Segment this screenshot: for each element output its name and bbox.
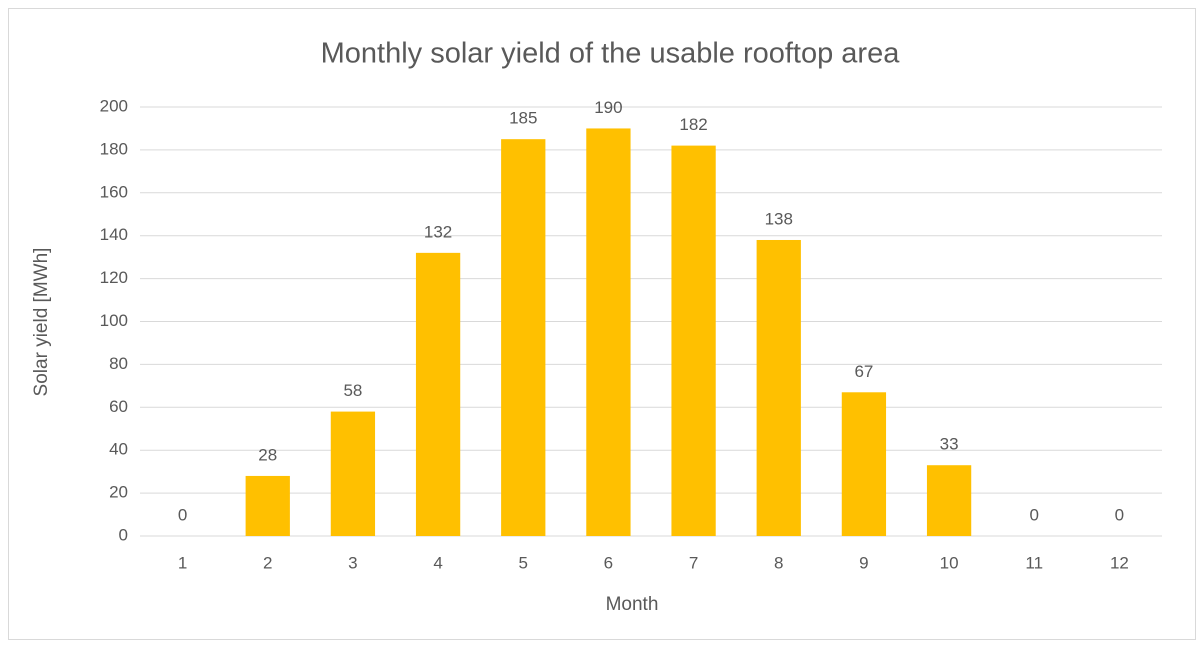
bar [841,392,887,536]
y-tick-label: 40 [109,440,128,459]
data-label: 33 [940,435,959,454]
bar [330,411,376,536]
x-tick-label: 5 [519,553,528,572]
data-label: 185 [509,109,537,128]
data-label: 132 [424,222,452,241]
bar [501,139,546,537]
data-label: 138 [765,209,793,228]
chart-title: Monthly solar yield of the usable roofto… [321,38,901,70]
bar [245,475,290,536]
data-label: 190 [594,98,622,117]
y-tick-label: 20 [109,483,128,502]
x-axis-label: Month [606,594,659,615]
y-tick-label: 180 [100,139,128,158]
y-tick-label: 80 [109,354,128,373]
data-label: 0 [178,505,187,524]
data-label: 28 [258,445,277,464]
bar [926,465,972,536]
data-label: 67 [854,362,873,381]
x-tick-label: 7 [689,553,698,572]
x-tick-label: 4 [433,553,442,572]
y-tick-label: 100 [100,311,128,330]
bar [586,128,631,536]
y-tick-label: 140 [100,225,128,244]
x-tick-label: 11 [1025,553,1043,572]
x-tick-label: 6 [604,553,613,572]
x-tick-label: 10 [940,553,959,572]
x-tick-label: 9 [859,553,868,572]
x-tick-label: 12 [1110,553,1129,572]
x-tick-label: 8 [774,553,783,572]
bar [415,252,461,537]
bar [671,145,716,537]
y-tick-label: 60 [109,397,128,416]
bar [756,239,801,537]
y-tick-label: 120 [100,268,128,287]
y-tick-label: 200 [100,96,128,115]
x-tick-label: 1 [178,553,187,572]
y-tick-label: 160 [100,182,128,201]
x-tick-label: 3 [348,553,357,572]
y-tick-label: 0 [119,525,128,544]
data-label: 0 [1115,505,1124,524]
data-label: 0 [1030,505,1039,524]
y-axis-label: Solar yield [MWh] [31,248,52,397]
x-tick-label: 2 [263,553,272,572]
data-label: 58 [343,381,362,400]
data-label: 182 [679,115,707,134]
